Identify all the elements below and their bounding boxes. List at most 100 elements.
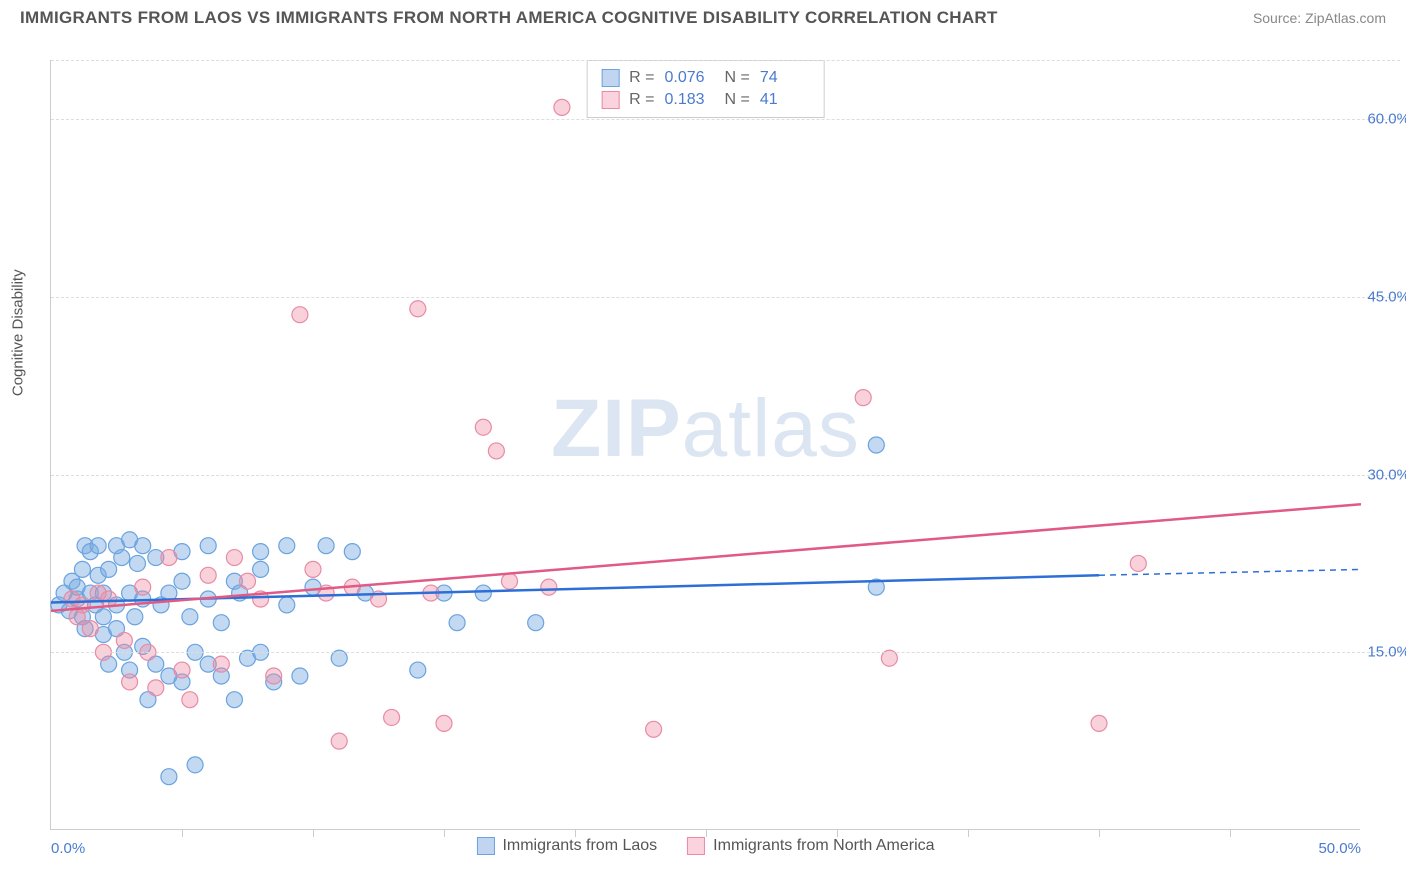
gridline-h <box>51 119 1400 120</box>
y-tick-label: 60.0% <box>1355 111 1406 128</box>
x-tick <box>1099 829 1100 837</box>
n-value-0: 74 <box>760 69 810 87</box>
scatter-point-laos <box>161 769 177 785</box>
legend-swatch-blue-icon <box>476 837 494 855</box>
scatter-point-laos <box>528 615 544 631</box>
x-tick <box>837 829 838 837</box>
scatter-point-laos <box>200 538 216 554</box>
trendline-north_america <box>51 504 1361 611</box>
x-tick <box>968 829 969 837</box>
scatter-point-laos <box>253 561 269 577</box>
scatter-point-laos <box>344 544 360 560</box>
scatter-point-laos <box>127 609 143 625</box>
scatter-point-laos <box>182 609 198 625</box>
scatter-point-north_america <box>266 668 282 684</box>
stats-box: R = 0.076 N = 74 R = 0.183 N = 41 <box>586 60 825 118</box>
scatter-point-north_america <box>161 550 177 566</box>
scatter-point-laos <box>868 437 884 453</box>
stats-row-0: R = 0.076 N = 74 <box>601 67 810 89</box>
r-label-1: R = <box>629 91 654 109</box>
scatter-point-north_america <box>240 573 256 589</box>
scatter-point-north_america <box>1091 715 1107 731</box>
scatter-point-laos <box>449 615 465 631</box>
scatter-point-laos <box>129 555 145 571</box>
y-tick-label: 30.0% <box>1355 466 1406 483</box>
scatter-point-north_america <box>182 692 198 708</box>
scatter-point-north_america <box>116 632 132 648</box>
x-tick <box>182 829 183 837</box>
scatter-point-north_america <box>554 99 570 115</box>
scatter-point-laos <box>135 538 151 554</box>
legend-item-laos: Immigrants from Laos <box>476 837 657 855</box>
x-tick <box>575 829 576 837</box>
scatter-point-north_america <box>200 567 216 583</box>
scatter-point-north_america <box>502 573 518 589</box>
x-tick <box>1230 829 1231 837</box>
stats-row-1: R = 0.183 N = 41 <box>601 89 810 111</box>
chart-container: Cognitive Disability ZIPatlas R = 0.076 … <box>30 40 1391 862</box>
legend-label-1: Immigrants from North America <box>713 837 934 855</box>
scatter-point-north_america <box>226 550 242 566</box>
scatter-point-north_america <box>305 561 321 577</box>
legend-swatch-pink-icon <box>687 837 705 855</box>
scatter-point-north_america <box>436 715 452 731</box>
scatter-point-laos <box>226 692 242 708</box>
scatter-point-laos <box>74 561 90 577</box>
swatch-blue-icon <box>601 69 619 87</box>
x-tick <box>444 829 445 837</box>
n-value-1: 41 <box>760 91 810 109</box>
r-label-0: R = <box>629 69 654 87</box>
gridline-h <box>51 475 1400 476</box>
scatter-point-north_america <box>74 597 90 613</box>
scatter-point-north_america <box>384 709 400 725</box>
y-tick-label: 15.0% <box>1355 644 1406 661</box>
legend-label-0: Immigrants from Laos <box>502 837 657 855</box>
scatter-point-north_america <box>82 621 98 637</box>
scatter-point-laos <box>279 538 295 554</box>
chart-title: IMMIGRANTS FROM LAOS VS IMMIGRANTS FROM … <box>20 8 998 28</box>
scatter-point-north_america <box>541 579 557 595</box>
x-tick <box>313 829 314 837</box>
scatter-point-laos <box>114 550 130 566</box>
legend-item-na: Immigrants from North America <box>687 837 934 855</box>
n-label-0: N = <box>725 69 750 87</box>
plot-area: ZIPatlas R = 0.076 N = 74 R = 0.183 N = … <box>50 60 1360 830</box>
gridline-h <box>51 297 1400 298</box>
scatter-point-laos <box>475 585 491 601</box>
scatter-point-north_america <box>122 674 138 690</box>
scatter-point-laos <box>95 609 111 625</box>
scatter-point-laos <box>410 662 426 678</box>
y-axis-label: Cognitive Disability <box>10 269 27 396</box>
scatter-point-laos <box>187 757 203 773</box>
swatch-pink-icon <box>601 91 619 109</box>
scatter-point-laos <box>213 615 229 631</box>
scatter-point-north_america <box>213 656 229 672</box>
scatter-point-north_america <box>331 733 347 749</box>
x-tick-label: 50.0% <box>1318 840 1361 857</box>
scatter-point-north_america <box>488 443 504 459</box>
scatter-point-laos <box>279 597 295 613</box>
y-tick-label: 45.0% <box>1355 288 1406 305</box>
scatter-point-laos <box>101 561 117 577</box>
source-label: Source: ZipAtlas.com <box>1253 10 1386 26</box>
x-tick-label: 0.0% <box>51 840 85 857</box>
plot-svg <box>51 60 1360 829</box>
scatter-point-north_america <box>135 579 151 595</box>
x-tick <box>706 829 707 837</box>
scatter-point-north_america <box>475 419 491 435</box>
scatter-point-north_america <box>410 301 426 317</box>
r-value-0: 0.076 <box>665 69 715 87</box>
gridline-h <box>51 60 1400 61</box>
scatter-point-north_america <box>1130 555 1146 571</box>
gridline-h <box>51 652 1400 653</box>
n-label-1: N = <box>725 91 750 109</box>
scatter-point-laos <box>292 668 308 684</box>
header: IMMIGRANTS FROM LAOS VS IMMIGRANTS FROM … <box>0 0 1406 32</box>
scatter-point-north_america <box>148 680 164 696</box>
scatter-point-north_america <box>292 307 308 323</box>
scatter-point-laos <box>174 573 190 589</box>
scatter-point-north_america <box>646 721 662 737</box>
legend: Immigrants from Laos Immigrants from Nor… <box>476 837 934 855</box>
r-value-1: 0.183 <box>665 91 715 109</box>
scatter-point-laos <box>253 544 269 560</box>
